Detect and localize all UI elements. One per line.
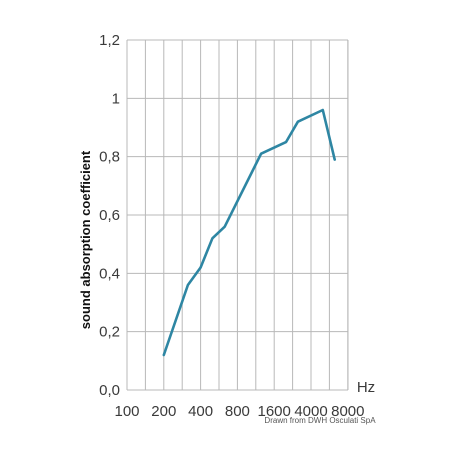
y-axis-label: sound absorption coefficient — [78, 150, 93, 329]
x-axis-unit: Hz — [357, 379, 375, 396]
x-tick-label: 100 — [114, 403, 139, 420]
credit-text: Drawn from DWH Osculati SpA — [264, 416, 376, 425]
y-tick-label: 0,0 — [99, 382, 120, 399]
y-tick-label: 0,2 — [99, 324, 120, 341]
x-tick-label: 1600 — [258, 403, 291, 420]
grid — [126, 39, 349, 391]
x-tick-labels: 100 200 400 800 1600 4000 8000 — [114, 403, 364, 420]
y-tick-label: 0,4 — [99, 265, 120, 282]
x-tick-label: 800 — [225, 403, 250, 420]
x-tick-label: 4000 — [294, 403, 327, 420]
y-tick-label: 1,2 — [99, 32, 120, 49]
x-tick-label: 200 — [151, 403, 176, 420]
y-tick-labels: 0,0 0,2 0,4 0,6 0,8 1 1,2 — [99, 32, 120, 399]
x-tick-label: 8000 — [331, 403, 364, 420]
x-tick-label: 400 — [188, 403, 213, 420]
y-tick-label: 1 — [112, 90, 120, 107]
series-line — [162, 108, 336, 357]
y-tick-label: 0,6 — [99, 207, 120, 224]
y-tick-label: 0,8 — [99, 149, 120, 166]
